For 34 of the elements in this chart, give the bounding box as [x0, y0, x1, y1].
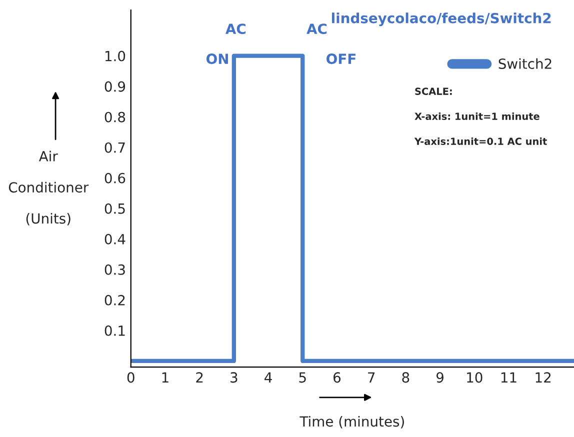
annotation: X-axis: 1unit=1 minute	[414, 112, 540, 120]
x-tick-label: 3	[230, 372, 238, 383]
y-tick-label: 0.8	[104, 112, 126, 122]
x-tick-label: 10	[467, 372, 482, 383]
y-tick-label: 0.5	[104, 203, 125, 214]
y-tick-label: 0.7	[104, 142, 125, 153]
x-tick-label: 6	[334, 372, 341, 383]
legend-label: Switch2	[498, 58, 552, 70]
x-tick-label: 11	[501, 372, 516, 382]
annotation: Y-axis:1unit=0.1 AC unit	[414, 137, 547, 145]
x-tick-label: 4	[264, 372, 272, 382]
y-tick-label: 0.3	[104, 264, 125, 275]
text: Air Conditioner (Units)	[8, 150, 89, 226]
x-tick-label: 1	[162, 372, 168, 382]
annotation: AC	[225, 24, 246, 34]
x-axis-title: Time (minutes)	[300, 416, 404, 428]
y-tick-label: 0.6	[104, 172, 126, 184]
x-tick-label: 2	[196, 372, 203, 382]
annotation: ON	[206, 54, 228, 64]
annotation: SCALE:	[415, 88, 452, 95]
x-tick-label: 12	[536, 372, 551, 382]
x-tick-label: 9	[436, 372, 444, 383]
y-tick-label: 0.4	[104, 234, 126, 244]
x-tick-label: 5	[299, 372, 306, 383]
annotation: OFF	[326, 54, 356, 64]
y-tick-label: 0.1	[104, 325, 125, 336]
x-tick-label: 8	[402, 372, 410, 383]
x-tick-label: 0	[127, 372, 134, 383]
annotation: AC	[306, 24, 327, 34]
chart-title: lindseycolaco/feeds/Switch2	[332, 12, 551, 26]
y-tick-label: 1.0	[105, 50, 126, 62]
y-tick-label: 0.9	[104, 81, 126, 92]
x-tick-label: 7	[368, 372, 375, 382]
y-tick-label: 0.2	[104, 294, 125, 306]
